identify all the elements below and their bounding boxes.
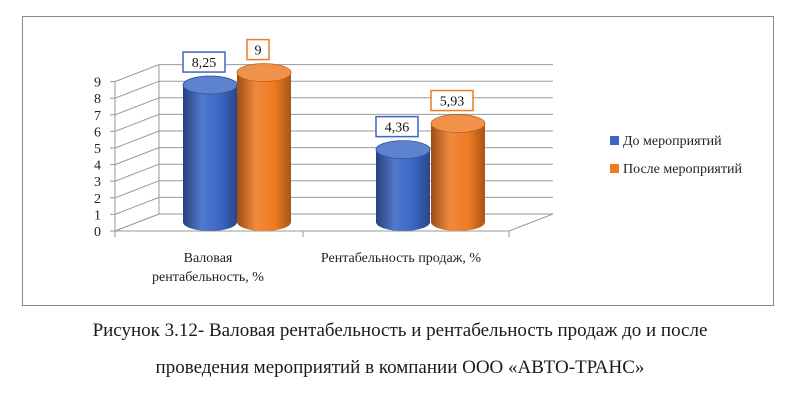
legend-swatch [610, 136, 619, 145]
chart-floor [114, 213, 554, 232]
data-label-box [430, 89, 474, 112]
figure-caption-line-1: Рисунок 3.12- Валовая рентабельность и р… [92, 320, 708, 341]
y-tick-label: 0 [94, 225, 101, 240]
x-category-label: рентабельность, % [152, 270, 264, 285]
y-tick-label: 6 [94, 125, 101, 140]
gridline-diagonal [114, 163, 160, 182]
data-label-box [246, 38, 270, 61]
x-category-label: Валовая [184, 251, 233, 266]
data-label-box [182, 51, 226, 73]
data-label-box [375, 115, 419, 138]
data-label: 5,93 [440, 95, 465, 110]
bar-top [236, 63, 292, 82]
figure-caption-line-2: проведения мероприятий в компании ООО «А… [155, 357, 645, 378]
y-tick-label: 2 [94, 192, 101, 207]
legend-label: До мероприятий [623, 134, 722, 149]
gridline-diagonal [114, 180, 160, 199]
bar-body [183, 85, 237, 231]
data-label: 8,25 [192, 56, 217, 71]
y-tick-label: 5 [94, 142, 101, 157]
bar-chart: 01234567898,254,3695,93Валоваярентабельн… [94, 38, 742, 285]
y-tick-label: 3 [94, 175, 101, 190]
y-tick-label: 8 [94, 92, 101, 107]
y-tick-label: 9 [94, 76, 101, 91]
bar-top [182, 75, 238, 95]
gridline-diagonal [114, 196, 160, 215]
data-label: 4,36 [385, 121, 410, 136]
gridline-diagonal [114, 130, 160, 149]
gridline-diagonal [114, 213, 160, 232]
bar-body [237, 72, 291, 231]
gridline-diagonal [114, 80, 160, 99]
bar-top [375, 140, 431, 160]
legend-swatch [610, 164, 619, 173]
y-tick-label: 7 [94, 109, 101, 124]
gridline-diagonal [114, 97, 160, 116]
y-tick-label: 1 [94, 208, 101, 223]
legend-label: После мероприятий [623, 162, 742, 177]
chart-frame: 0 1 2 3 4 5 6 7 8 9 8,25 4,36 9 5,93 Валовая рентабельн… [22, 16, 774, 306]
bar-body [431, 123, 485, 231]
x-category-label: Рентабельность продаж, % [321, 251, 481, 266]
bar-top [430, 114, 486, 133]
bar-body [376, 149, 430, 231]
gridline-diagonal [114, 147, 160, 166]
data-label: 9 [255, 44, 262, 59]
y-tick-label: 4 [94, 159, 101, 174]
gridline-diagonal [114, 113, 160, 132]
gridline-diagonal [114, 64, 160, 83]
